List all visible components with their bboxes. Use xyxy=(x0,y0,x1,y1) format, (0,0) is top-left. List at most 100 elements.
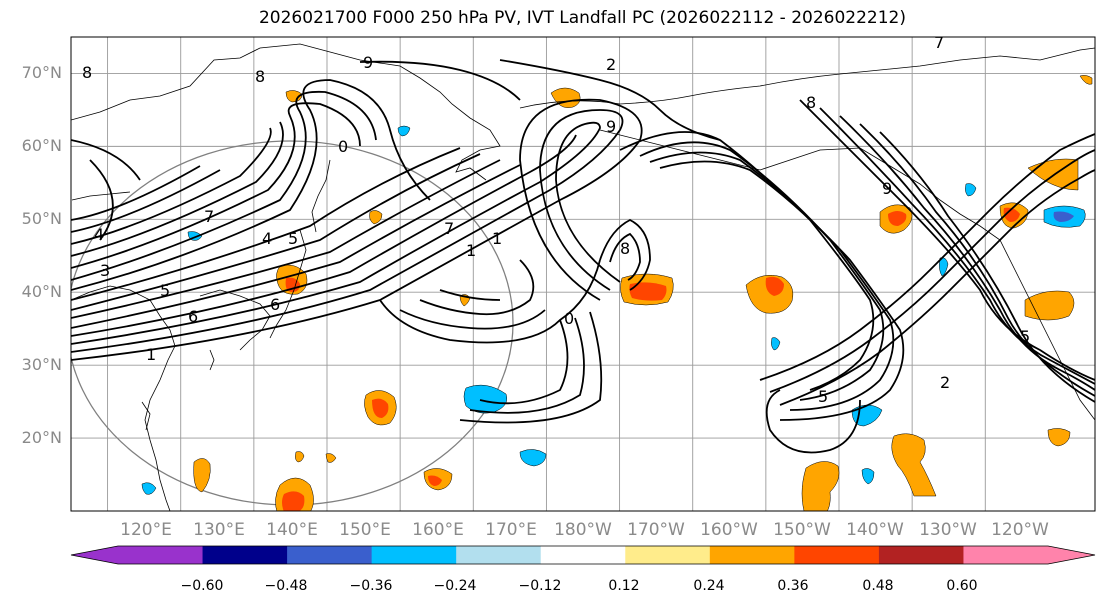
ivt-shading xyxy=(141,75,1093,511)
shade-patch xyxy=(629,282,667,301)
shade-patch xyxy=(295,451,305,463)
colorbar-segment xyxy=(456,546,542,564)
contour-labels: 8 9 2 9 8 0 7 4 3 5 4 5 6 6 1 7 1 1 0 8 … xyxy=(82,33,1030,406)
contour-label: 5 xyxy=(1020,327,1030,346)
shade-patch xyxy=(771,337,781,351)
contour-label: 4 xyxy=(94,225,104,244)
shade-patch xyxy=(1047,428,1071,447)
map-border xyxy=(70,36,1096,512)
colorbar xyxy=(70,545,1096,565)
contour-label: 0 xyxy=(338,137,348,156)
shade-patch xyxy=(765,276,784,296)
lat-label: 50°N xyxy=(22,209,62,228)
contour-label: 0 xyxy=(564,309,574,328)
contour-label: 6 xyxy=(270,295,280,314)
contour-label: 7 xyxy=(204,207,214,226)
shade-patch xyxy=(1079,75,1093,85)
shade-patch xyxy=(888,211,907,226)
colorbar-segment xyxy=(540,546,626,564)
lon-label: 130°E xyxy=(193,520,245,540)
lon-label: 160°E xyxy=(412,520,464,540)
lon-label: 170°W xyxy=(627,520,685,540)
lat-label: 20°N xyxy=(22,428,62,447)
colorbar-segment xyxy=(794,546,880,564)
shade-patch xyxy=(965,183,977,197)
contour-label: 1 xyxy=(466,241,476,260)
contour-label: 5 xyxy=(160,281,170,300)
contour-label: 8 xyxy=(620,239,630,258)
shade-patch xyxy=(397,125,411,137)
shade-patch xyxy=(193,458,211,493)
contour-label: 9 xyxy=(606,117,616,136)
lon-label: 180°W xyxy=(554,520,612,540)
lon-label: 140°W xyxy=(846,520,904,540)
colorbar-segment xyxy=(287,546,373,564)
lon-label: 150°W xyxy=(773,520,831,540)
colorbar-extend-low xyxy=(71,546,118,564)
contour-label: 8 xyxy=(806,93,816,112)
lat-label: 30°N xyxy=(22,355,62,374)
latitude-labels: 70°N 60°N 50°N 40°N 30°N 20°N xyxy=(22,63,62,447)
shade-patch xyxy=(1053,211,1074,222)
contour-label: 3 xyxy=(100,261,110,280)
shade-patch xyxy=(285,90,303,103)
shade-patch xyxy=(141,482,157,495)
shade-patch xyxy=(369,210,383,225)
colorbar-tick-labels: −0.60 −0.48 −0.36 −0.24 −0.12 0.12 0.24 … xyxy=(181,578,978,594)
shade-patch xyxy=(801,461,840,511)
contour-label: 2 xyxy=(606,55,616,74)
lat-label: 40°N xyxy=(22,282,62,301)
colorbar-extend-high xyxy=(1048,546,1095,564)
shade-patch xyxy=(891,433,937,497)
colorbar-outline xyxy=(70,545,1096,565)
contour-label: 2 xyxy=(940,373,950,392)
pv-contours xyxy=(71,59,1095,454)
colorbar-tick-label: 0.60 xyxy=(946,578,977,594)
contour-label: 5 xyxy=(818,387,828,406)
lon-label: 120°E xyxy=(120,520,172,540)
graticule xyxy=(71,37,1095,511)
contour-label: 4 xyxy=(262,229,272,248)
colorbar-segment xyxy=(709,546,795,564)
shade-patch xyxy=(1003,207,1020,222)
contour-label: 7 xyxy=(934,33,944,52)
lon-label: 140°E xyxy=(266,520,318,540)
colorbar-tick-label: 0.24 xyxy=(693,578,724,594)
contour-label: 7 xyxy=(444,219,454,238)
colorbar-tick-label: −0.12 xyxy=(519,578,562,594)
longitude-labels: 120°E 130°E 140°E 150°E 160°E 170°E 180°… xyxy=(120,520,1049,540)
contour-label: 1 xyxy=(146,345,156,364)
contour-label: 8 xyxy=(82,63,92,82)
contour-label: 6 xyxy=(188,307,198,326)
lon-label: 170°E xyxy=(485,520,537,540)
shade-patch xyxy=(861,468,875,485)
colorbar-segment xyxy=(371,546,457,564)
colorbar-tick-label: −0.24 xyxy=(434,578,477,594)
contour-label: 9 xyxy=(363,53,373,72)
lat-label: 60°N xyxy=(22,136,62,155)
shade-patch xyxy=(282,491,305,511)
colorbar-tick-label: 0.48 xyxy=(862,578,893,594)
colorbar-segment xyxy=(878,546,964,564)
colorbar-segment xyxy=(118,546,204,564)
contour-label: 8 xyxy=(255,67,265,86)
lon-label: 150°E xyxy=(339,520,391,540)
lat-label: 70°N xyxy=(22,63,62,82)
lon-label: 120°W xyxy=(991,520,1049,540)
colorbar-tick-label: −0.60 xyxy=(181,578,224,594)
contour-label: 9 xyxy=(882,179,892,198)
colorbar-tick-label: 0.36 xyxy=(777,578,808,594)
map-title: 2026021700 F000 250 hPa PV, IVT Landfall… xyxy=(258,8,906,28)
contour-label: 1 xyxy=(492,229,502,248)
colorbar-segment xyxy=(625,546,711,564)
shade-patch xyxy=(372,398,389,418)
lon-label: 130°W xyxy=(919,520,977,540)
shade-patch xyxy=(939,257,949,277)
lon-label: 160°W xyxy=(700,520,758,540)
map-background xyxy=(71,37,1095,511)
colorbar-segment xyxy=(202,546,288,564)
colorbar-segment xyxy=(963,546,1049,564)
contour-label: 5 xyxy=(288,229,298,248)
colorbar-tick-label: −0.36 xyxy=(350,578,393,594)
